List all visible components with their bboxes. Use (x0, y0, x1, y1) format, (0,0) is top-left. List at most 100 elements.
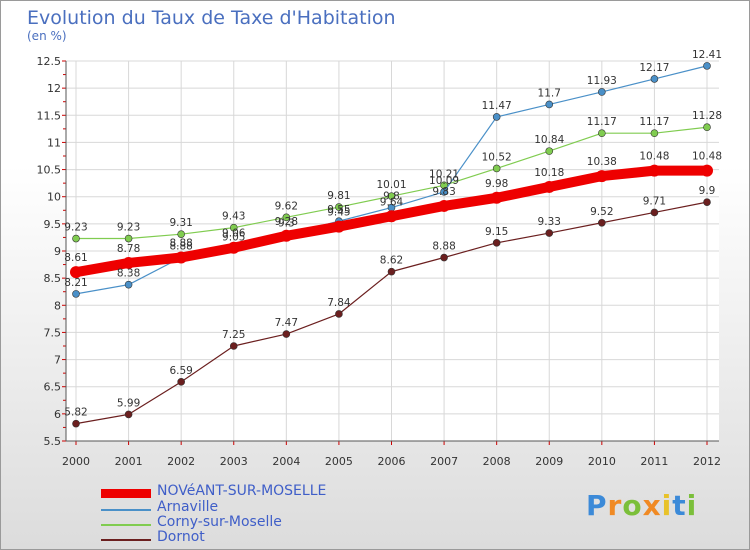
x-tick-label: 2005 (325, 455, 353, 468)
data-point (387, 192, 396, 200)
data-point (650, 208, 659, 217)
data-point (229, 342, 238, 350)
y-tick-label: 11.5 (37, 109, 62, 122)
data-point (492, 113, 501, 121)
data-label: 11.47 (482, 100, 512, 112)
data-label: 8.88 (432, 241, 455, 253)
data-label: 8.88 (169, 238, 192, 250)
x-tick-label: 2008 (483, 455, 511, 468)
data-point (124, 410, 133, 419)
data-point (703, 123, 711, 132)
data-label: 9.06 (222, 228, 246, 240)
legend-swatch (101, 524, 151, 526)
data-label: 10.52 (482, 151, 512, 163)
data-label: 6.59 (169, 365, 192, 377)
data-point (598, 88, 606, 96)
data-point (175, 251, 188, 264)
data-point (545, 229, 554, 237)
data-label: 9.33 (538, 216, 561, 228)
data-label: 11.93 (587, 75, 617, 87)
data-point (650, 75, 659, 83)
y-tick-label: 12.5 (37, 55, 62, 68)
data-point (227, 241, 240, 254)
y-tick-label: 8.5 (44, 272, 62, 285)
data-point (332, 220, 345, 233)
data-point (703, 198, 711, 206)
x-tick-label: 2007 (430, 455, 458, 468)
chart-title: Evolution du Taux de Taxe d'Habitation (27, 7, 396, 29)
y-tick-label: 9.5 (44, 218, 62, 231)
data-label: 8.21 (64, 277, 87, 289)
data-point (543, 180, 556, 193)
x-tick-label: 2004 (272, 455, 300, 468)
data-label: 9.43 (222, 211, 245, 223)
legend-label: Corny-sur-Moselle (157, 514, 282, 530)
data-label: 8.38 (117, 268, 140, 280)
data-label: 9.31 (169, 217, 192, 229)
x-tick-label: 2006 (378, 455, 406, 468)
data-point (72, 419, 80, 428)
data-point (490, 191, 503, 204)
data-point (72, 290, 80, 298)
data-label: 11.17 (587, 116, 617, 128)
y-tick-label: 6.5 (44, 381, 62, 394)
x-tick-label: 2002 (167, 455, 195, 468)
data-label: 9.83 (432, 186, 455, 198)
data-label: 8.62 (380, 255, 403, 267)
data-point (72, 234, 80, 243)
y-tick-label: 8 (54, 299, 61, 312)
data-point (595, 170, 608, 183)
data-label: 5.99 (117, 397, 140, 409)
x-tick-label: 2001 (115, 455, 143, 468)
y-tick-label: 12 (47, 82, 61, 95)
data-point (282, 213, 291, 222)
data-point (335, 203, 343, 211)
y-tick-label: 9 (54, 245, 61, 258)
data-label: 8.78 (117, 243, 140, 255)
y-tick-label: 10.5 (37, 164, 62, 177)
data-label: 9.98 (485, 178, 508, 190)
x-tick-label: 2000 (62, 455, 90, 468)
data-label: 9.62 (275, 200, 298, 212)
legend-label: Dornot (157, 529, 205, 545)
data-label: 9.3 (278, 218, 295, 230)
data-label: 5.82 (64, 407, 87, 419)
data-label: 9.23 (64, 222, 87, 234)
data-point (701, 164, 713, 177)
data-label: 9.8 (383, 191, 400, 203)
data-label: 9.23 (117, 222, 140, 234)
data-point (650, 129, 659, 137)
data-point (282, 330, 291, 338)
data-point (177, 378, 185, 386)
y-tick-label: 6 (54, 408, 61, 421)
x-tick-label: 2010 (588, 455, 616, 468)
data-label: 9.81 (327, 190, 350, 202)
data-point (440, 253, 448, 262)
data-label: 9.55 (327, 204, 350, 216)
data-label: 8.88 (169, 241, 192, 253)
data-label: 7.25 (222, 329, 245, 341)
x-tick-label: 2011 (640, 455, 668, 468)
data-label: 11.7 (538, 87, 561, 99)
data-label: 10.84 (534, 134, 564, 146)
y-tick-label: 7 (54, 354, 61, 367)
data-label: 8.61 (64, 252, 87, 264)
y-tick-label: 11 (47, 136, 61, 149)
data-label: 9.15 (485, 226, 508, 238)
data-point (124, 234, 133, 243)
data-label: 9.05 (222, 231, 245, 243)
data-point (335, 310, 343, 318)
data-label: 9.28 (275, 216, 298, 228)
data-label: 10.01 (376, 179, 406, 191)
data-label: 10.48 (639, 151, 669, 163)
data-label: 10.18 (534, 167, 564, 179)
y-tick-label: 5.5 (44, 435, 62, 448)
x-tick-label: 2009 (535, 455, 563, 468)
data-label: 11.17 (639, 116, 669, 128)
data-point (280, 229, 293, 242)
y-tick-label: 10 (47, 191, 61, 204)
legend-swatch (101, 509, 151, 511)
data-point (545, 147, 554, 155)
